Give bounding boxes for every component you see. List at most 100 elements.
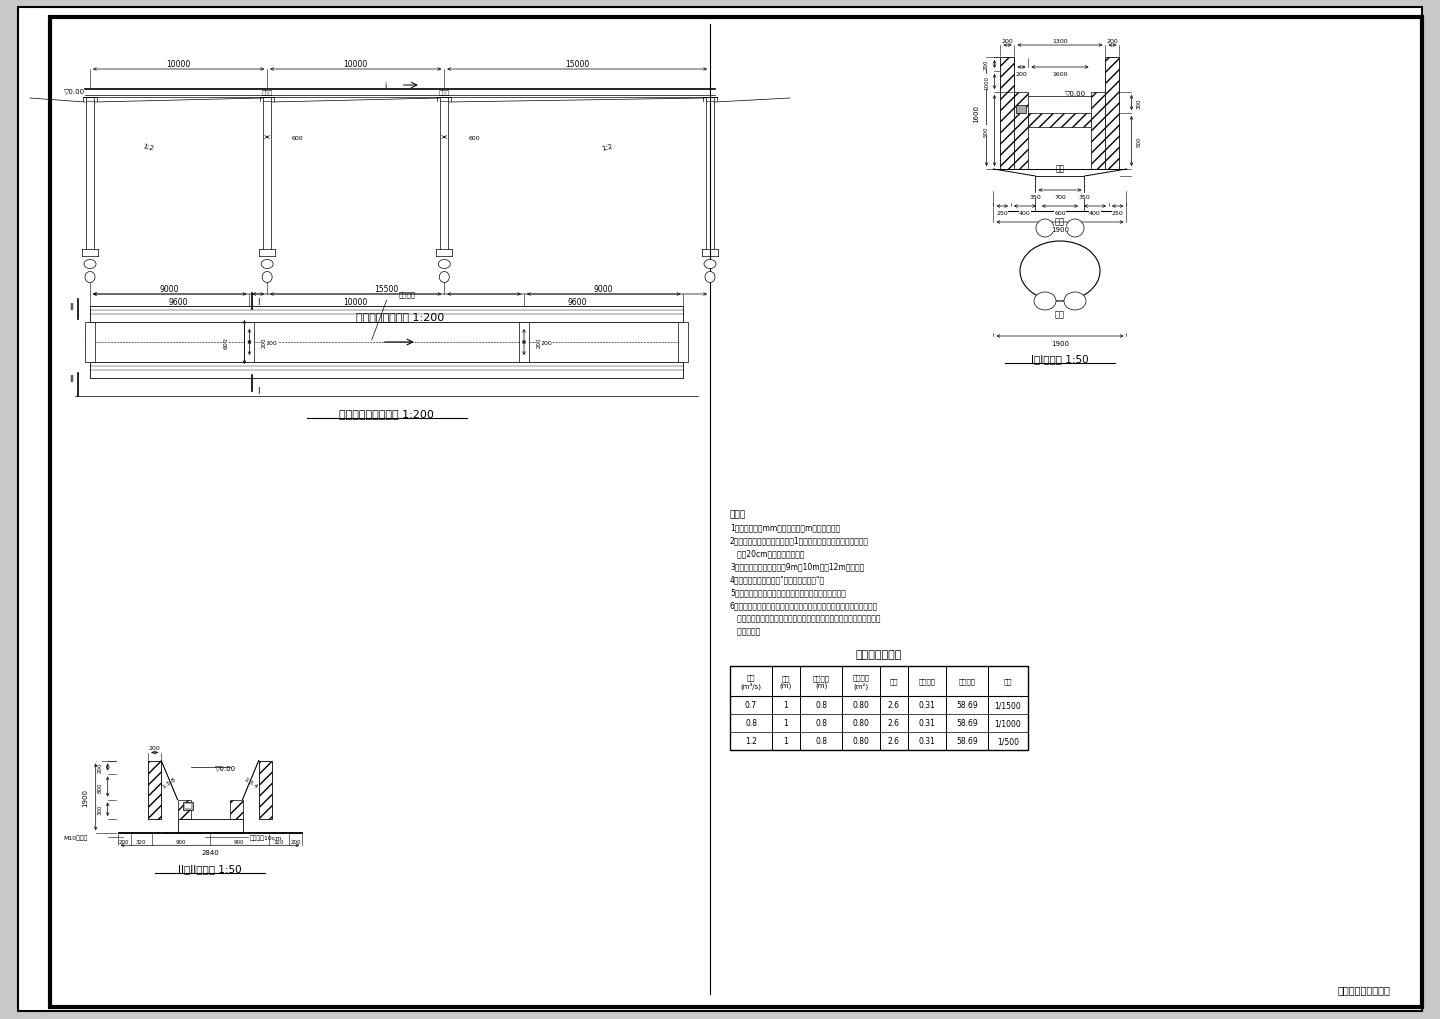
Ellipse shape bbox=[438, 260, 451, 269]
Text: I: I bbox=[258, 387, 259, 396]
Text: 1:2: 1:2 bbox=[600, 144, 613, 152]
Text: 3、本图断面适用于标准段9m、10m以及12m的渡槽。: 3、本图断面适用于标准段9m、10m以及12m的渡槽。 bbox=[730, 561, 864, 571]
Text: 200: 200 bbox=[148, 745, 161, 750]
Text: 400: 400 bbox=[1089, 210, 1100, 215]
Text: 2.6: 2.6 bbox=[888, 718, 900, 728]
Text: 湿周: 湿周 bbox=[890, 678, 899, 685]
Text: 0.80: 0.80 bbox=[852, 737, 870, 746]
Text: II: II bbox=[69, 303, 75, 311]
Bar bbox=[91, 363, 684, 379]
Text: 6、本设计推荐采用于地基承载力较好的地基，对于地基承载力较好地基: 6、本设计推荐采用于地基承载力较好的地基，对于地基承载力较好地基 bbox=[730, 600, 878, 609]
Bar bbox=[678, 323, 688, 363]
Bar bbox=[148, 761, 161, 819]
Text: 9600: 9600 bbox=[168, 298, 189, 306]
Text: 15500: 15500 bbox=[374, 284, 399, 293]
Text: 0.80: 0.80 bbox=[852, 701, 870, 710]
Bar bbox=[91, 307, 684, 323]
Text: 梁式渡槽纵剖面图 1:200: 梁式渡槽纵剖面图 1:200 bbox=[356, 312, 444, 322]
Text: 1、尺寸单位为mm，高程单位为m，相对高程。: 1、尺寸单位为mm，高程单位为m，相对高程。 bbox=[730, 523, 840, 532]
Text: 250: 250 bbox=[996, 210, 1008, 215]
Text: 200: 200 bbox=[537, 337, 541, 347]
Text: 槽宽
(m): 槽宽 (m) bbox=[780, 675, 792, 689]
Text: 500: 500 bbox=[984, 126, 989, 137]
Ellipse shape bbox=[1034, 292, 1056, 311]
Bar bbox=[245, 323, 255, 363]
Text: 0.8: 0.8 bbox=[744, 718, 757, 728]
Text: 200: 200 bbox=[540, 340, 552, 345]
Text: 1/500: 1/500 bbox=[996, 737, 1020, 746]
Text: 600: 600 bbox=[1054, 210, 1066, 215]
Text: 1: 1 bbox=[783, 718, 788, 728]
Text: 9600: 9600 bbox=[567, 298, 588, 306]
Bar bbox=[259, 761, 272, 819]
Text: 600: 600 bbox=[291, 136, 302, 141]
Text: 1900: 1900 bbox=[1051, 227, 1068, 232]
Text: II－II剖视图 1:50: II－II剖视图 1:50 bbox=[179, 863, 242, 873]
Text: II: II bbox=[69, 374, 75, 383]
Text: 1900: 1900 bbox=[1051, 340, 1068, 346]
Text: 4、分缝、止水及支座见"渡槽结构设计图"。: 4、分缝、止水及支座见"渡槽结构设计图"。 bbox=[730, 575, 825, 584]
Text: 1300: 1300 bbox=[1053, 39, 1068, 44]
Text: 600: 600 bbox=[225, 337, 229, 348]
Text: 5、渡槽进、出口段及连接段可根据实际情况分段敷设。: 5、渡槽进、出口段及连接段可根据实际情况分段敷设。 bbox=[730, 587, 845, 596]
Text: 1:3.8: 1:3.8 bbox=[161, 775, 177, 789]
Text: 600: 600 bbox=[468, 136, 480, 141]
Bar bbox=[730, 666, 1028, 750]
Text: 0.7: 0.7 bbox=[744, 701, 757, 710]
Bar bbox=[518, 323, 528, 363]
Text: 盖梁: 盖梁 bbox=[1056, 164, 1064, 173]
Text: 10000: 10000 bbox=[344, 298, 367, 306]
Text: 9000: 9000 bbox=[160, 284, 180, 293]
Text: 2、渡槽过流能力通过调整段坡1实施，按槽通过流能力进行调整，: 2、渡槽过流能力通过调整段坡1实施，按槽通过流能力进行调整， bbox=[730, 535, 868, 544]
Text: 0.80: 0.80 bbox=[852, 718, 870, 728]
Ellipse shape bbox=[439, 272, 449, 283]
Ellipse shape bbox=[1066, 220, 1084, 237]
Text: 0.8: 0.8 bbox=[815, 701, 827, 710]
Text: 碎石垫层10cm: 碎石垫层10cm bbox=[251, 835, 282, 840]
Text: 200: 200 bbox=[120, 839, 130, 844]
Text: 200: 200 bbox=[262, 337, 266, 347]
Bar bbox=[1017, 106, 1027, 114]
Text: 58.69: 58.69 bbox=[956, 718, 978, 728]
Bar bbox=[177, 800, 190, 819]
Text: 350: 350 bbox=[1030, 195, 1041, 200]
Text: 水力半径: 水力半径 bbox=[919, 678, 936, 685]
Text: 1/1500: 1/1500 bbox=[995, 701, 1021, 710]
Text: 糙率系数: 糙率系数 bbox=[959, 678, 975, 685]
Text: 梁式渡槽典型设计图: 梁式渡槽典型设计图 bbox=[1338, 984, 1390, 994]
Text: 200: 200 bbox=[265, 340, 278, 345]
Text: 320: 320 bbox=[135, 839, 147, 844]
Text: I: I bbox=[258, 298, 259, 306]
Text: 墩柱: 墩柱 bbox=[1056, 217, 1066, 226]
Text: I－I剖视图 1:50: I－I剖视图 1:50 bbox=[1031, 354, 1089, 364]
Bar bbox=[183, 802, 193, 810]
Text: 2.6: 2.6 bbox=[888, 701, 900, 710]
Ellipse shape bbox=[704, 260, 716, 269]
Text: 1600: 1600 bbox=[973, 105, 979, 123]
Text: 1: 1 bbox=[783, 737, 788, 746]
Text: 200: 200 bbox=[1106, 39, 1119, 44]
Ellipse shape bbox=[706, 272, 716, 283]
Text: 0.31: 0.31 bbox=[919, 701, 936, 710]
Bar bbox=[1028, 114, 1092, 127]
Text: 0.8: 0.8 bbox=[815, 718, 827, 728]
Text: 0.31: 0.31 bbox=[919, 718, 936, 728]
Text: 梁道轴线: 梁道轴线 bbox=[399, 291, 415, 298]
Text: 积极: 积极 bbox=[1004, 678, 1012, 685]
Text: 58.69: 58.69 bbox=[956, 701, 978, 710]
Text: i: i bbox=[384, 82, 387, 91]
Text: 结构缝: 结构缝 bbox=[262, 90, 272, 96]
Text: 说明：: 说明： bbox=[730, 510, 746, 519]
Bar bbox=[1106, 58, 1119, 170]
Text: 1:2: 1:2 bbox=[143, 144, 154, 152]
Text: 1000: 1000 bbox=[984, 75, 989, 90]
Bar bbox=[1035, 177, 1084, 212]
Text: 900: 900 bbox=[235, 839, 245, 844]
Ellipse shape bbox=[1064, 292, 1086, 311]
Text: 58.69: 58.69 bbox=[956, 737, 978, 746]
Text: 2.6: 2.6 bbox=[888, 737, 900, 746]
Text: 300: 300 bbox=[1138, 98, 1142, 109]
Ellipse shape bbox=[262, 272, 272, 283]
Text: 10000: 10000 bbox=[344, 59, 367, 68]
Bar bbox=[177, 819, 242, 833]
